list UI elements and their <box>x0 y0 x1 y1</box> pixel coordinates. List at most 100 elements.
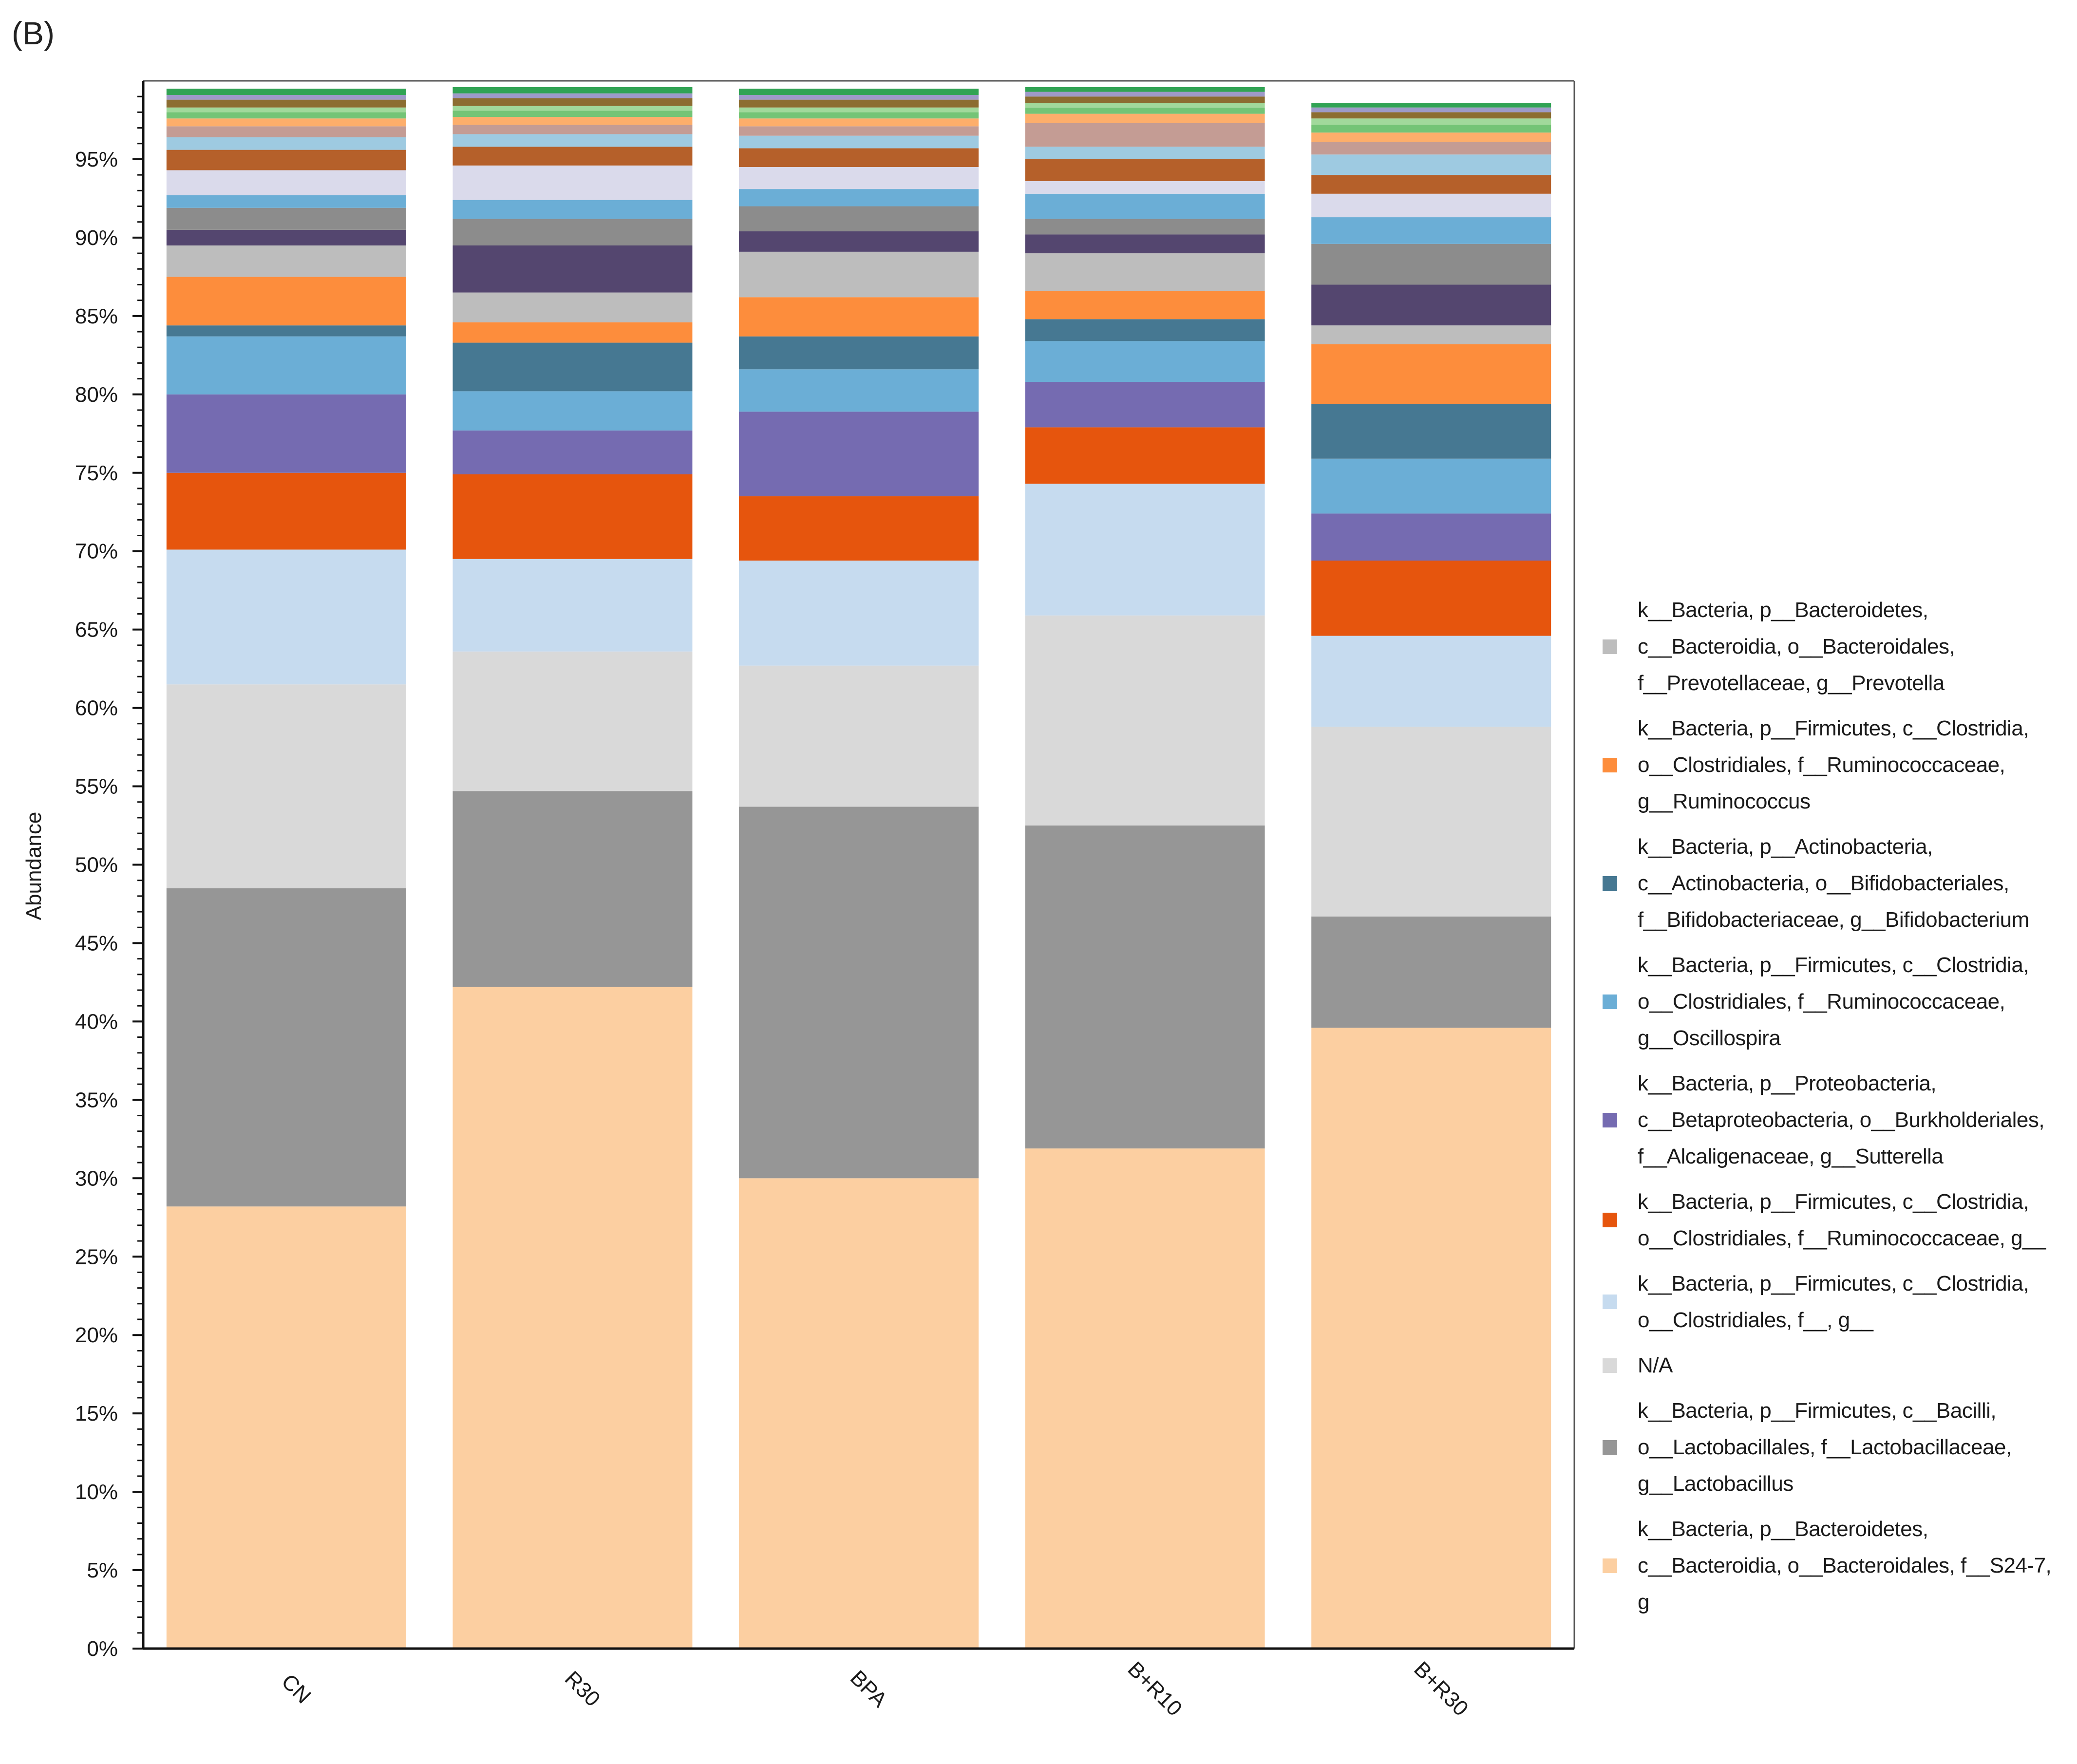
bar-segment-bpa-minor-11 <box>739 99 979 108</box>
bar-segment-b-r10-minor-12 <box>1025 92 1265 97</box>
bar-segment-cn-minor-8 <box>166 118 406 127</box>
legend-item: k__Bacteria, p__Bacteroidetes, c__Bactero… <box>1603 1511 2070 1620</box>
legend-label: k__Bacteria, p__Firmicutes, c__Clostridi… <box>1638 1183 2046 1257</box>
legend-label-line: c__Bacteroidia, o__Bacteroidales, f__S24… <box>1638 1554 2052 1577</box>
y-tick-label: 25% <box>75 1245 118 1269</box>
bar-segment-b-r10-series-2 <box>1025 826 1265 1149</box>
y-tick-label: 45% <box>75 931 118 955</box>
bar-segment-r30-minor-12 <box>453 93 693 98</box>
bar-segment-r30-minor-9 <box>453 111 693 117</box>
bar-segment-b-r30-series-6 <box>1311 513 1551 561</box>
bar-segment-cn-minor-13 <box>166 89 406 95</box>
bar-segment-r30-series-5 <box>453 474 693 559</box>
bar-segment-b-r10-series-7 <box>1025 341 1265 382</box>
y-tick-label: 90% <box>75 226 118 250</box>
bar-segment-b-r30-series-9 <box>1311 344 1551 404</box>
legend-swatch <box>1603 876 1617 891</box>
legend-label-line: k__Bacteria, p__Firmicutes, c__Clostridi… <box>1638 1190 2029 1214</box>
bar-segment-b-r30-series-10 <box>1311 325 1551 344</box>
legend-swatch <box>1603 1112 1617 1127</box>
y-tick-label: 15% <box>75 1402 118 1426</box>
legend-label-line: o__Lactobacillales, f__Lactobacillaceae, <box>1638 1435 2012 1459</box>
bar-segment-b-r10-minor-7 <box>1025 123 1265 147</box>
bar-segment-cn-minor-11 <box>166 99 406 108</box>
legend-label-line: c__Betaproteobacteria, o__Burkholderiale… <box>1638 1108 2045 1132</box>
bar-segment-bpa-series-9 <box>739 297 979 337</box>
bar-segment-cn-series-4 <box>166 549 406 685</box>
legend-label: k__Bacteria, p__Firmicutes, c__Clostridi… <box>1638 947 2029 1056</box>
bar-segment-r30-minor-10 <box>453 106 693 111</box>
bar-segment-b-r10-series-5 <box>1025 427 1265 484</box>
legend-label-line: c__Bacteroidia, o__Bacteroidales, <box>1638 635 1955 658</box>
bar-segment-b-r10-series-10 <box>1025 253 1265 291</box>
bar-segment-bpa-minor-10 <box>739 107 979 113</box>
legend-label-line: f__Prevotellaceae, g__Prevotella <box>1638 671 1945 695</box>
legend-item: k__Bacteria, p__Actinobacteria, c__Actino… <box>1603 828 2070 938</box>
legend-item: k__Bacteria, p__Proteobacteria, c__Betapr… <box>1603 1065 2070 1175</box>
bars-layer <box>166 87 1551 1649</box>
bar-segment-r30-minor-4 <box>453 165 693 200</box>
legend-label-line: k__Bacteria, p__Firmicutes, c__Clostridi… <box>1638 953 2029 977</box>
bar-segment-b-r30-series-5 <box>1311 561 1551 636</box>
legend-item: k__Bacteria, p__Firmicutes, c__Clostridi… <box>1603 710 2070 820</box>
bar-segment-b-r30-minor-13 <box>1311 103 1551 108</box>
panel-label: (B) <box>12 15 55 51</box>
bar-segment-b-r30-minor-3 <box>1311 217 1551 244</box>
bar-segment-b-r30-minor-4 <box>1311 193 1551 218</box>
bar-segment-cn-series-8 <box>166 325 406 337</box>
legend-swatch <box>1603 1295 1617 1309</box>
legend-label: N/A <box>1638 1347 1673 1384</box>
legend-label-line: k__Bacteria, p__Proteobacteria, <box>1638 1071 1937 1095</box>
bar-segment-r30-series-8 <box>453 342 693 392</box>
y-tick-label: 5% <box>87 1558 118 1582</box>
legend-label-line: o__Clostridiales, f__Ruminococcaceae, <box>1638 753 2005 777</box>
bar-segment-b-r30-minor-7 <box>1311 142 1551 155</box>
bar-segment-bpa-series-2 <box>739 807 979 1179</box>
legend-label: k__Bacteria, p__Firmicutes, c__Bacilli, o… <box>1638 1392 2012 1502</box>
legend-item: k__Bacteria, p__Firmicutes, c__Clostridi… <box>1603 1183 2070 1257</box>
bar-segment-bpa-minor-13 <box>739 89 979 95</box>
bar-segment-bpa-series-7 <box>739 369 979 412</box>
bar-segment-b-r30-series-8 <box>1311 404 1551 459</box>
bar-segment-cn-minor-10 <box>166 107 406 113</box>
bar-segment-b-r30-minor-12 <box>1311 107 1551 113</box>
bar-segment-b-r30-minor-10 <box>1311 118 1551 125</box>
legend-item: k__Bacteria, p__Firmicutes, c__Bacilli, o… <box>1603 1392 2070 1502</box>
bar-segment-bpa-minor-4 <box>739 167 979 189</box>
bar-segment-cn-minor-4 <box>166 170 406 195</box>
legend-swatch <box>1603 1440 1617 1455</box>
bar-segment-b-r30-series-2 <box>1311 916 1551 1028</box>
y-tick-label: 55% <box>75 775 118 799</box>
bar-segment-b-r10-series-4 <box>1025 484 1265 616</box>
legend-label-line: k__Bacteria, p__Bacteroidetes, <box>1638 1517 1928 1541</box>
bar-segment-b-r10-minor-13 <box>1025 87 1265 92</box>
legend-label-line: k__Bacteria, p__Firmicutes, c__Clostridi… <box>1638 1272 2029 1295</box>
bar-segment-bpa-series-5 <box>739 496 979 561</box>
legend-label-line: g__Oscillospira <box>1638 1026 1781 1050</box>
bar-segment-r30-series-7 <box>453 391 693 431</box>
bar-segment-b-r10-minor-8 <box>1025 113 1265 123</box>
legend-label-line: k__Bacteria, p__Actinobacteria, <box>1638 835 1933 859</box>
bar-segment-r30-series-6 <box>453 430 693 474</box>
legend-label-line: k__Bacteria, p__Bacteroidetes, <box>1638 598 1928 622</box>
bar-segment-bpa-series-10 <box>739 251 979 298</box>
bar-segment-cn-series-10 <box>166 245 406 277</box>
y-tick-label: 60% <box>75 696 118 720</box>
y-tick-label: 0% <box>87 1637 118 1661</box>
bar-segment-bpa-minor-2 <box>739 206 979 232</box>
bar-segment-cn-minor-1 <box>166 229 406 245</box>
legend-swatch <box>1603 1558 1617 1573</box>
bar-segment-b-r10-series-3 <box>1025 615 1265 826</box>
legend-label-line: g__Lactobacillus <box>1638 1472 1794 1496</box>
y-tick-label: 35% <box>75 1088 118 1112</box>
bar-segment-b-r10-minor-9 <box>1025 107 1265 114</box>
bar-segment-cn-minor-5 <box>166 150 406 170</box>
bar-segment-r30-minor-5 <box>453 147 693 166</box>
legend-label: k__Bacteria, p__Bacteroidetes, c__Bactero… <box>1638 592 1955 701</box>
legend-label-line: g__Ruminococcus <box>1638 789 1811 813</box>
bar-segment-bpa-series-1 <box>739 1178 979 1649</box>
legend-item: k__Bacteria, p__Firmicutes, c__Clostridi… <box>1603 1265 2070 1338</box>
legend-label-line: c__Actinobacteria, o__Bifidobacteriales, <box>1638 871 2009 895</box>
bar-segment-r30-series-9 <box>453 322 693 343</box>
